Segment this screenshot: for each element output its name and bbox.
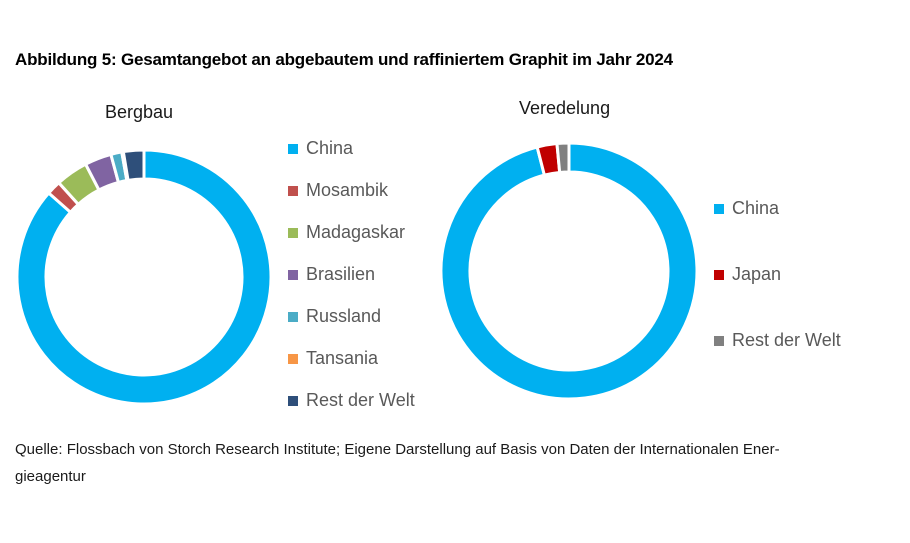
- source-line-2: gieagentur: [15, 468, 86, 485]
- legend-label: China: [306, 138, 354, 158]
- legend-swatch-icon: [288, 311, 298, 322]
- figure-title: Abbildung 5: Gesamtangebot an abgebautem…: [15, 50, 673, 69]
- legend-item-rest-der-welt: Rest der Welt: [714, 330, 841, 351]
- legend-item-madagaskar: Madagaskar: [288, 222, 405, 243]
- legend-item-russland: Russland: [288, 306, 381, 327]
- legend-swatch-icon: [288, 227, 298, 238]
- legend-swatch-icon: [288, 269, 298, 280]
- legend-label: Brasilien: [306, 264, 376, 284]
- legend-label: Rest der Welt: [306, 390, 415, 410]
- legend-label: Madagaskar: [306, 222, 406, 242]
- legend-item-japan: Japan: [714, 264, 781, 285]
- chart-title-veredelung: Veredelung: [519, 98, 611, 118]
- legend-item-tansania: Tansania: [288, 348, 378, 369]
- donut-chart-bergbau: [16, 149, 272, 405]
- segment-rest-der-welt: [121, 149, 146, 183]
- legend-label: Japan: [732, 264, 782, 284]
- legend-item-china: China: [714, 198, 779, 219]
- legend-swatch-icon: [714, 335, 724, 346]
- legend-label: Mosambik: [306, 180, 389, 200]
- legend-swatch-icon: [288, 185, 298, 196]
- legend-swatch-icon: [288, 353, 298, 364]
- segment-rest-der-welt: [555, 142, 571, 175]
- legend-item-china: China: [288, 138, 353, 159]
- legend-swatch-icon: [714, 203, 724, 214]
- legend-swatch-icon: [714, 269, 724, 280]
- legend-label: Tansania: [306, 348, 379, 368]
- donut-chart-veredelung: [440, 142, 698, 400]
- legend-item-rest-der-welt: Rest der Welt: [288, 390, 415, 411]
- segment-china: [16, 149, 272, 405]
- segment-china: [440, 142, 698, 400]
- source-line-1: Quelle: Flossbach von Storch Research In…: [15, 441, 780, 458]
- source-note: Quelle: Flossbach von Storch Research In…: [15, 436, 900, 490]
- chart-title-bergbau: Bergbau: [105, 102, 174, 122]
- legend-item-brasilien: Brasilien: [288, 264, 375, 285]
- legend-swatch-icon: [288, 143, 298, 154]
- legend-label: Rest der Welt: [732, 330, 841, 350]
- legend-swatch-icon: [288, 395, 298, 406]
- legend-label: China: [732, 198, 780, 218]
- legend-label: Russland: [306, 306, 382, 326]
- legend-item-mosambik: Mosambik: [288, 180, 388, 201]
